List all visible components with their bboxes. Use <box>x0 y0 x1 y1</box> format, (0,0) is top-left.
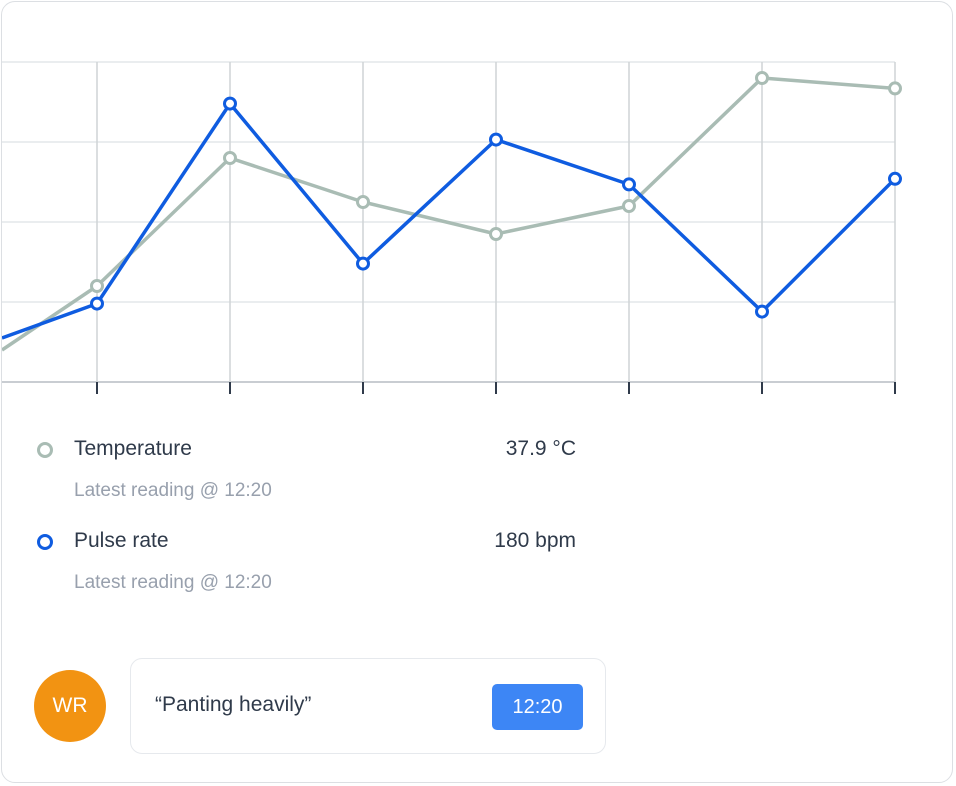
data-point <box>755 304 769 319</box>
series-line <box>2 101 897 340</box>
avatar: WR <box>34 670 106 742</box>
data-point <box>223 96 237 111</box>
note-text: “Panting heavily” <box>155 693 312 716</box>
data-point <box>489 227 503 241</box>
data-point <box>622 199 636 213</box>
note-bubble[interactable]: “Panting heavily” 12:20 <box>130 658 606 754</box>
data-point <box>223 151 237 165</box>
data-point <box>356 256 370 271</box>
legend-label: Temperature <box>74 437 192 460</box>
data-point <box>90 279 104 293</box>
legend-item-pulse-rate: Pulse rate 180 bpm <box>2 526 602 556</box>
data-point <box>356 195 370 209</box>
vitals-line-chart <box>2 61 902 394</box>
data-point <box>888 171 902 186</box>
legend-label: Pulse rate <box>74 529 169 552</box>
legend-subtext: Latest reading @ 12:20 <box>74 480 272 501</box>
note-time-badge: 12:20 <box>492 684 583 730</box>
legend-item-temperature: Temperature 37.9 °C <box>2 434 602 464</box>
data-point <box>489 132 503 147</box>
legend-subtext: Latest reading @ 12:20 <box>74 572 272 593</box>
pulse-rate-marker-icon <box>37 534 53 550</box>
data-point <box>622 177 636 192</box>
series-line <box>2 76 896 352</box>
temperature-marker-icon <box>37 442 53 458</box>
legend-value: 37.9 °C <box>505 437 576 460</box>
data-point <box>755 71 769 85</box>
data-point <box>888 81 902 96</box>
data-point <box>90 296 104 311</box>
legend-value: 180 bpm <box>494 529 576 552</box>
